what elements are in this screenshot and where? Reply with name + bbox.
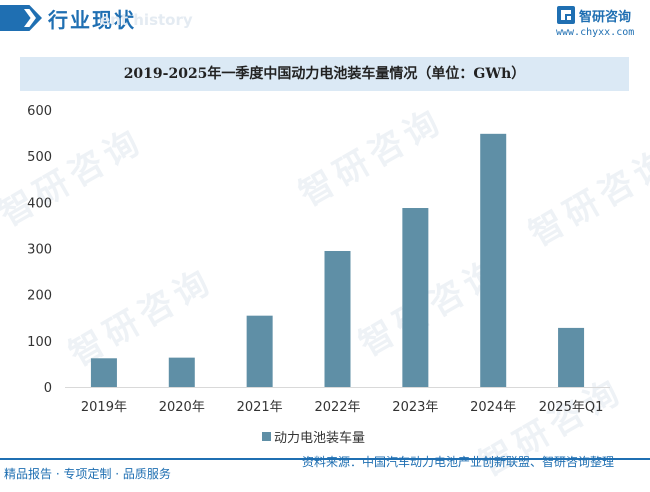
x-tick-label: 2021年	[237, 400, 283, 415]
y-tick-label: 400	[27, 196, 52, 211]
x-tick-label: 2020年	[159, 400, 205, 415]
y-tick-label: 300	[27, 243, 52, 258]
y-tick-label: 600	[27, 104, 52, 119]
y-tick-label: 0	[44, 381, 52, 396]
footer-divider	[0, 458, 650, 460]
bar	[246, 315, 273, 387]
footer-source: 资料来源：中国汽车动力电池产业创新联盟、智研咨询整理	[302, 455, 615, 469]
bar	[90, 358, 117, 387]
x-tick-label: 2019年	[81, 400, 127, 415]
chart-title: 2019-2025年一季度中国动力电池装车量情况（单位：GWh）	[123, 66, 526, 82]
chart-title-band: 2019-2025年一季度中国动力电池装车量情况（单位：GWh）	[20, 57, 629, 91]
footer-tagline: 精品报告 · 专项定制 · 品质服务	[4, 467, 171, 481]
legend-label: 动力电池装车量	[274, 431, 366, 446]
y-tick-label: 200	[27, 289, 52, 304]
bar-chart: 0 100 200 300 400 500 600 2019年 2020年 2021年 2022年 2…	[27, 104, 610, 415]
x-tick-label: 2024年	[470, 400, 516, 415]
brand-url: www.chyxx.com	[556, 27, 635, 38]
page-title: 行业现状	[48, 8, 136, 32]
brand-logo-icon	[557, 6, 575, 24]
legend-swatch	[262, 432, 271, 441]
page-header: 行业现状 ent history 智研咨询 www.chyxx.com	[0, 0, 650, 44]
bar	[402, 208, 429, 387]
x-tick-label: 2025年Q1	[539, 400, 604, 415]
bar	[558, 327, 585, 387]
y-tick-label: 100	[27, 335, 52, 350]
page-subtitle: ent history	[100, 11, 193, 29]
bar	[168, 357, 195, 387]
bar	[480, 133, 507, 387]
brand-name: 智研咨询	[579, 10, 632, 25]
y-tick-label: 500	[27, 150, 52, 165]
bar	[324, 250, 351, 387]
x-tick-label: 2023年	[392, 400, 438, 415]
x-tick-label: 2022年	[314, 400, 360, 415]
